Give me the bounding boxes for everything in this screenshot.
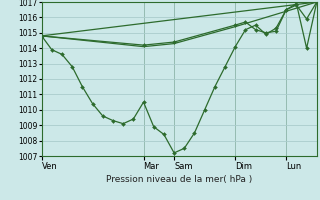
X-axis label: Pression niveau de la mer( hPa ): Pression niveau de la mer( hPa ) [106, 175, 252, 184]
